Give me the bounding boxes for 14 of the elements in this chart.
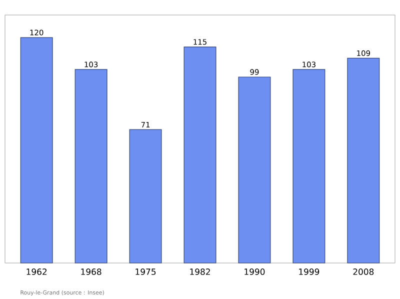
bar	[20, 37, 53, 264]
x-tick-label: 1968	[81, 268, 102, 275]
x-tick-label: 1990	[244, 268, 265, 275]
bar	[74, 69, 108, 264]
bar	[238, 76, 271, 264]
bar	[129, 129, 162, 264]
x-tick-label: 2008	[353, 268, 374, 275]
bar	[184, 46, 216, 264]
x-tick-label: 1975	[136, 268, 156, 275]
x-tick-label: 1982	[190, 268, 210, 275]
x-tick-label: 1962	[26, 268, 47, 275]
x-tick-label: 1999	[299, 268, 320, 275]
bar	[292, 69, 326, 264]
bar	[347, 58, 380, 264]
